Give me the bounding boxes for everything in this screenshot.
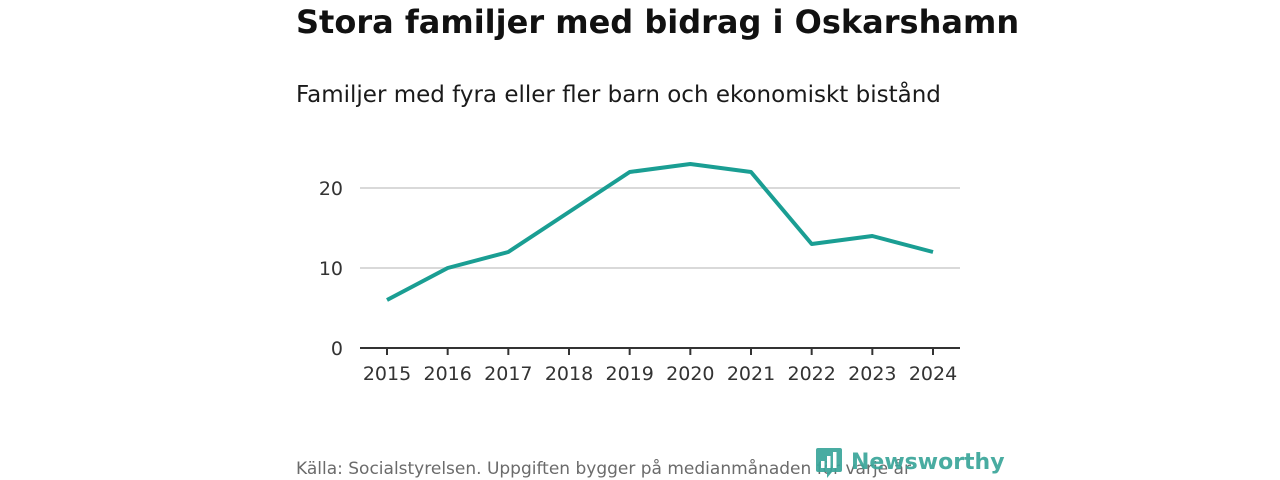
y-axis-ticks: 0 10 20 xyxy=(319,178,343,360)
series-line-0 xyxy=(386,162,934,302)
source-note: Källa: Socialstyrelsen. Uppgiften bygger… xyxy=(296,459,911,479)
x-tick-label-2023: 2023 xyxy=(848,363,896,385)
series-lines xyxy=(386,162,934,302)
y-tick-label-20: 20 xyxy=(319,178,343,200)
bar-chart-badge-icon xyxy=(816,448,842,478)
x-tick-label-2015: 2015 xyxy=(363,363,411,385)
x-tick-label-2016: 2016 xyxy=(423,363,471,385)
x-tick-label-2018: 2018 xyxy=(545,363,593,385)
x-tick-label-2017: 2017 xyxy=(484,363,532,385)
x-tick-label-2019: 2019 xyxy=(605,363,653,385)
x-axis: 2015 2016 2017 2018 2019 2020 2021 2022 2023 2024 xyxy=(360,347,960,385)
x-tick-label-2021: 2021 xyxy=(727,363,775,385)
gridlines xyxy=(360,187,960,269)
y-tick-label-0: 0 xyxy=(331,338,343,360)
chart-subtitle: Familjer med fyra eller fler barn och ek… xyxy=(296,82,941,108)
y-tick-label-10: 10 xyxy=(319,258,343,280)
x-tick-label-2022: 2022 xyxy=(787,363,835,385)
chart-title: Stora familjer med bidrag i Oskarshamn xyxy=(296,3,1020,41)
newsworthy-logo: Newsworthy xyxy=(815,447,1005,479)
x-tick-label-2020: 2020 xyxy=(666,363,714,385)
x-tick-label-2024: 2024 xyxy=(909,363,957,385)
logo-text: Newsworthy xyxy=(851,450,1005,475)
